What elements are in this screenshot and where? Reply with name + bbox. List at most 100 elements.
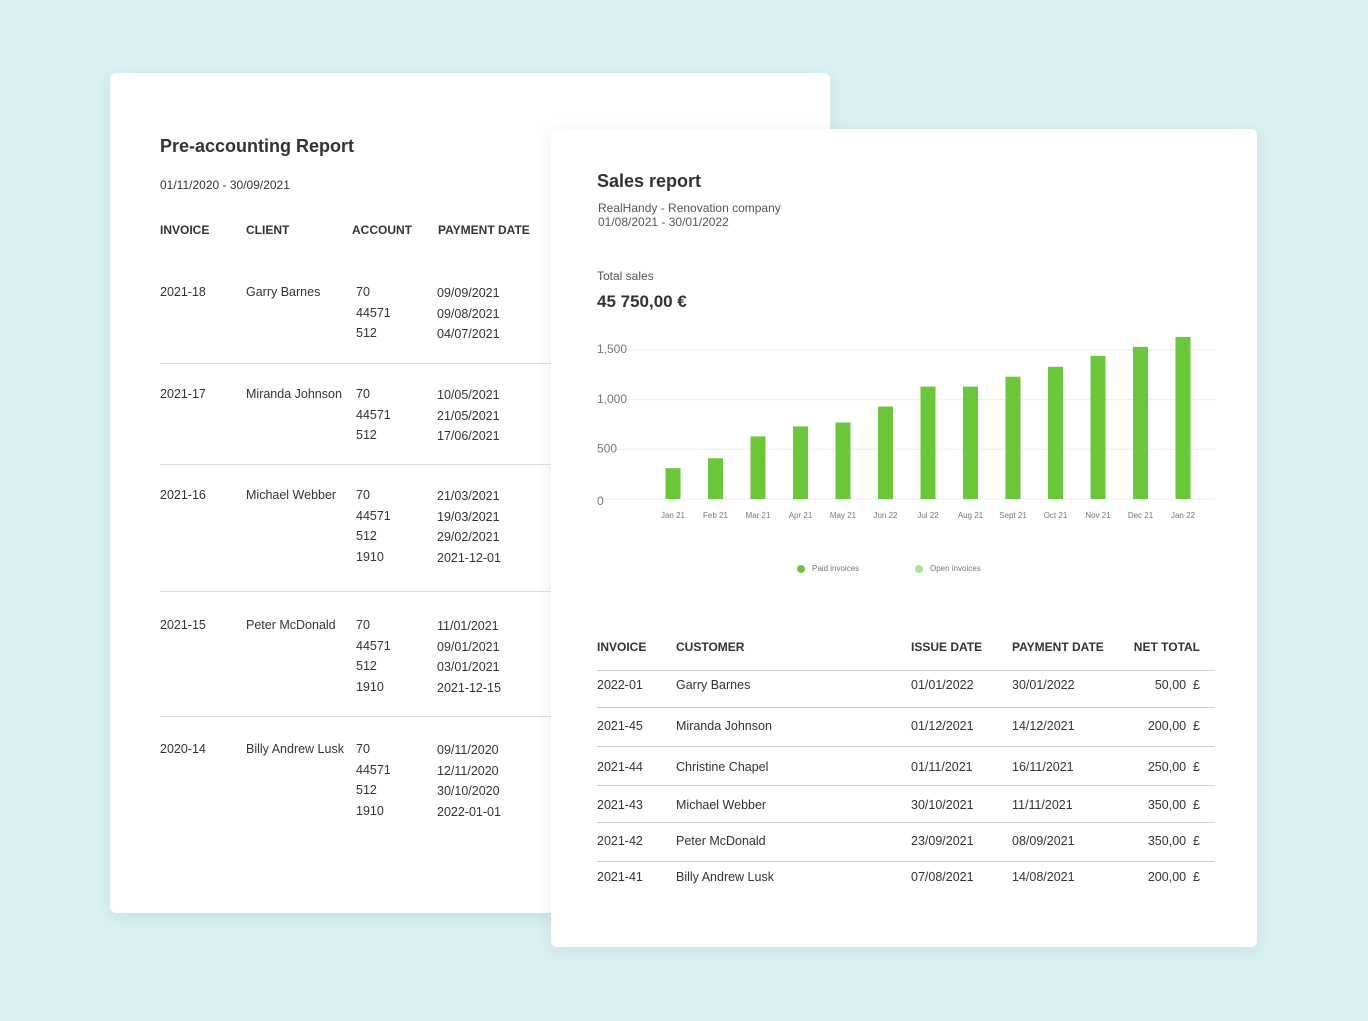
account: 70 (356, 285, 370, 299)
account: 44571 (356, 638, 391, 653)
net-total: 350,00 £ (1147, 798, 1200, 812)
x-tick-label: Sept 21 (999, 511, 1027, 520)
period: 01/08/2021 - 30/01/2022 (598, 215, 729, 229)
column-header: PAYMENT DATE (1012, 640, 1104, 654)
y-tick-label: 0 (597, 494, 604, 508)
x-tick-label: Oct 21 (1044, 511, 1068, 520)
column-header: PAYMENT DATE (438, 223, 530, 237)
account: 1910 (356, 679, 384, 694)
bar (1005, 376, 1021, 499)
account: 1910 (356, 549, 384, 564)
account: 70 (356, 742, 370, 756)
payment-date: 04/07/2021 (437, 327, 500, 341)
cell: 2021-43 (597, 798, 643, 812)
payment-date: 09/08/2021 (437, 306, 500, 321)
x-tick-label: Apr 21 (789, 511, 813, 520)
cell: 14/12/2021 (1012, 719, 1075, 733)
client: Michael Webber (246, 488, 337, 502)
account: 512 (356, 428, 377, 442)
client: Billy Andrew Lusk (246, 742, 344, 756)
x-tick-label: Jul 22 (917, 511, 939, 520)
row-divider (160, 363, 560, 364)
period: 01/11/2020 - 30/09/2021 (160, 178, 290, 192)
account: 44571 (356, 305, 391, 320)
payment-date: 11/01/2021 (437, 619, 499, 633)
column-header: ISSUE DATE (911, 640, 983, 654)
x-tick-label: Mar 21 (746, 511, 771, 520)
sales-card: Sales report RealHandy - Renovation comp… (551, 129, 1257, 947)
column-header: CLIENT (246, 223, 290, 237)
account: 512 (356, 326, 377, 340)
account: 512 (356, 659, 377, 673)
client: Miranda Johnson (246, 387, 342, 401)
payment-date: 17/06/2021 (437, 429, 500, 443)
x-tick-label: May 21 (830, 511, 857, 520)
title: Sales report (597, 171, 702, 191)
bar (1090, 355, 1106, 499)
cell: 30/01/2022 (1012, 678, 1075, 692)
title: Pre-accounting Report (160, 136, 355, 156)
payment-date: 30/10/2020 (437, 784, 500, 798)
legend-swatch (797, 565, 805, 573)
account: 512 (356, 783, 377, 797)
column-header: ACCOUNT (352, 223, 412, 237)
account: 70 (356, 387, 370, 401)
bar (750, 436, 766, 499)
cell: 01/01/2022 (911, 678, 974, 692)
cell: 01/12/2021 (911, 719, 974, 733)
x-tick-label: Nov 21 (1085, 511, 1111, 520)
cell: Christine Chapel (676, 760, 769, 774)
payment-date: 10/05/2021 (437, 388, 500, 402)
cell: Miranda Johnson (676, 719, 772, 733)
net-total: 200,00 £ (1147, 870, 1200, 884)
total: 45 750,00 € (597, 292, 687, 311)
payment-date: 09/01/2021 (437, 639, 500, 654)
payment-date: 21/03/2021 (437, 489, 500, 503)
cell: 07/08/2021 (911, 870, 974, 884)
cell: 11/11/2021 (1012, 798, 1073, 812)
legend-swatch (915, 565, 923, 573)
invoice: 2021-17 (160, 387, 206, 401)
x-tick-label: Feb 21 (703, 511, 728, 520)
cell: 2021-44 (597, 760, 643, 774)
y-tick-label: 500 (597, 441, 617, 455)
account: 70 (356, 488, 370, 502)
x-tick-label: Dec 21 (1128, 511, 1154, 520)
cell: 2021-42 (597, 834, 643, 848)
invoice: 2021-18 (160, 285, 206, 299)
bar (963, 386, 978, 499)
client: Garry Barnes (246, 285, 321, 299)
payment-date: 21/05/2021 (437, 408, 500, 423)
net-total: 250,00 £ (1147, 760, 1200, 774)
legend-label: Paid invoices (812, 564, 859, 573)
row-divider (160, 591, 560, 592)
bar (1133, 346, 1148, 499)
column-header: INVOICE (597, 640, 647, 654)
row-divider (597, 822, 1215, 823)
invoice: 2021-16 (160, 488, 206, 502)
row-divider (160, 464, 560, 465)
cell: 14/08/2021 (1012, 870, 1075, 884)
payment-date: 09/09/2021 (437, 286, 500, 300)
cell: 30/10/2021 (911, 798, 974, 812)
bar (793, 426, 808, 499)
bar (920, 386, 936, 499)
row-divider (597, 746, 1215, 747)
cell: 23/09/2021 (911, 834, 974, 848)
account: 44571 (356, 407, 391, 422)
cell: 16/11/2021 (1012, 760, 1074, 774)
payment-date: 2021-12-15 (437, 680, 501, 695)
column-header: INVOICE (160, 223, 210, 237)
client: Peter McDonald (246, 618, 336, 632)
company: RealHandy - Renovation company (598, 201, 781, 215)
row-divider (597, 785, 1215, 786)
invoice: 2021-15 (160, 618, 206, 632)
y-tick-label: 1,500 (597, 342, 627, 356)
row-divider (597, 670, 1215, 671)
account: 512 (356, 529, 377, 543)
payment-date: 29/02/2021 (437, 530, 500, 544)
bar (665, 468, 681, 499)
bar (1048, 366, 1063, 499)
net-total: 350,00 £ (1147, 834, 1200, 848)
payment-date: 19/03/2021 (437, 509, 500, 524)
